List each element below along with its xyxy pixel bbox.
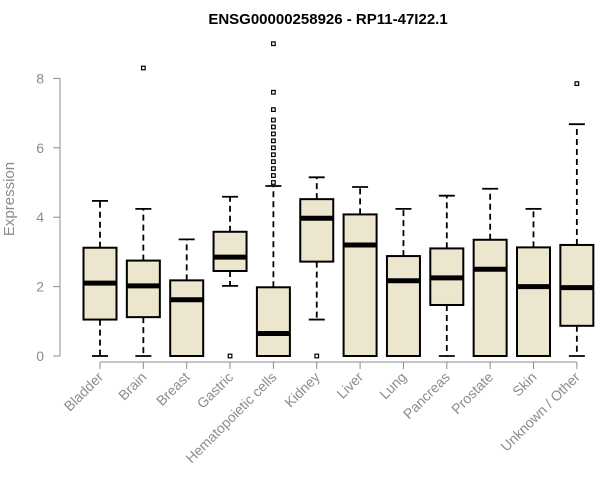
outlier-4-5 xyxy=(271,145,276,151)
box-group-7 xyxy=(385,207,421,357)
box-group-11 xyxy=(559,81,595,357)
outlier-1-0 xyxy=(140,65,146,71)
x-label-5: Kidney xyxy=(281,369,323,411)
x-label-10: Skin xyxy=(509,369,540,400)
box-9 xyxy=(472,238,508,358)
box-3 xyxy=(212,230,248,272)
outlier-11-0 xyxy=(574,81,580,87)
y-tick-label-4: 8 xyxy=(36,70,44,86)
outlier-4-4 xyxy=(271,152,276,158)
outlier-4-8 xyxy=(271,124,276,130)
box-group-1 xyxy=(125,65,161,357)
outlier-4-3 xyxy=(271,159,276,165)
outlier-4-2 xyxy=(271,166,276,172)
box-group-0 xyxy=(82,199,118,357)
outlier-4-10 xyxy=(271,107,276,113)
y-axis: 0 2 4 6 8 xyxy=(36,70,61,364)
y-tick-label-1: 2 xyxy=(36,279,44,295)
y-axis-label: Expression xyxy=(1,162,18,236)
box-6 xyxy=(342,213,378,357)
box-7 xyxy=(385,255,421,357)
chart-title: ENSG00000258926 - RP11-47I22.1 xyxy=(208,11,447,28)
x-label-3: Gastric xyxy=(194,369,237,412)
box-2 xyxy=(169,279,205,358)
box-series xyxy=(82,41,595,359)
box-4 xyxy=(255,286,291,358)
box-group-9 xyxy=(472,187,508,358)
outlier-4-6 xyxy=(271,138,276,144)
box-group-2 xyxy=(169,238,205,358)
y-tick-label-0: 0 xyxy=(36,348,44,364)
box-group-10 xyxy=(516,207,551,358)
x-label-6: Liver xyxy=(333,369,366,402)
x-label-2: Breast xyxy=(153,369,193,409)
y-tick-label-3: 6 xyxy=(36,140,44,156)
outlier-4-11 xyxy=(271,89,276,95)
x-label-1: Brain xyxy=(115,369,149,403)
box-group-6 xyxy=(342,186,378,357)
outlier-5-0 xyxy=(314,353,320,359)
outlier-4-0 xyxy=(271,180,276,185)
x-label-0: Bladder xyxy=(61,369,107,415)
x-label-11: Unknown / Other xyxy=(497,369,583,455)
outlier-4-12 xyxy=(271,41,276,47)
box-group-5 xyxy=(299,176,335,359)
box-1 xyxy=(125,259,161,319)
x-label-9: Prostate xyxy=(448,369,496,417)
outlier-4-9 xyxy=(271,117,276,123)
outlier-3-0 xyxy=(227,353,233,359)
box-10 xyxy=(516,246,551,358)
outlier-4-7 xyxy=(271,131,276,137)
outlier-4-1 xyxy=(271,173,276,178)
x-label-8: Pancreas xyxy=(400,369,453,422)
box-group-3 xyxy=(212,195,248,359)
box-group-8 xyxy=(429,194,465,357)
y-tick-label-2: 4 xyxy=(36,209,44,225)
box-5 xyxy=(299,198,335,263)
x-label-7: Lung xyxy=(376,369,409,402)
box-group-4 xyxy=(255,41,291,358)
